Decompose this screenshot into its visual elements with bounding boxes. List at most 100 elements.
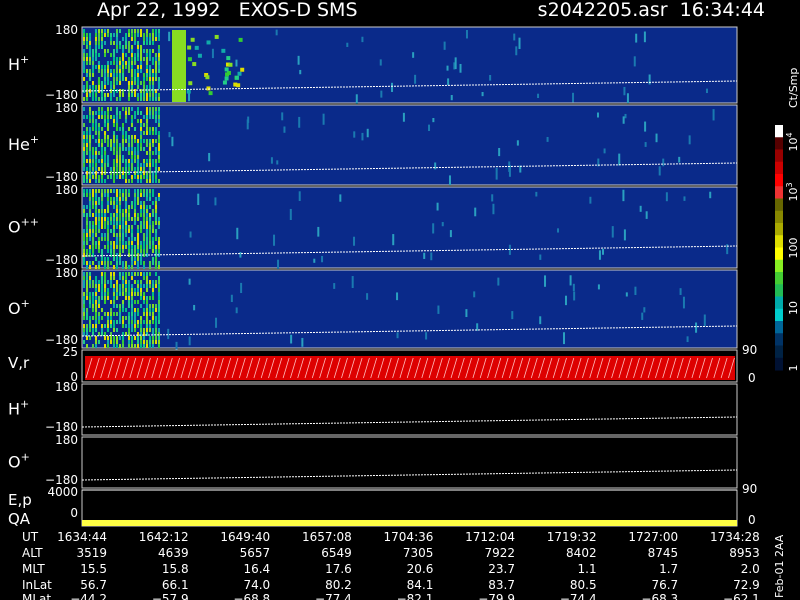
spectrogram-cell bbox=[86, 332, 88, 336]
spectrogram-cell bbox=[125, 209, 127, 213]
qa-bar bbox=[82, 520, 737, 526]
spectrogram-cell bbox=[146, 49, 148, 53]
spectrogram-cell bbox=[137, 225, 139, 229]
spectrogram-cell bbox=[116, 77, 118, 81]
spectrogram-cell bbox=[116, 328, 118, 332]
spectrogram-cell bbox=[116, 221, 118, 225]
spectrogram-cell bbox=[140, 213, 142, 217]
y-tick-label: 180 bbox=[55, 183, 78, 197]
spectrogram-cell bbox=[83, 65, 85, 69]
spectrogram-cell bbox=[146, 89, 148, 93]
spectrogram-cell bbox=[134, 115, 136, 119]
spectrogram-cell bbox=[537, 93, 540, 99]
spectrogram-cell bbox=[158, 221, 160, 225]
spectrogram-cell bbox=[104, 189, 106, 193]
spectrogram-cell bbox=[122, 320, 124, 324]
spectrogram-cell bbox=[107, 143, 109, 147]
spectrogram-cell bbox=[155, 61, 157, 65]
spectrogram-cell bbox=[113, 85, 115, 89]
spectrogram-cell bbox=[152, 316, 154, 320]
spectrogram-cell bbox=[92, 292, 94, 296]
spectrogram-cell bbox=[149, 53, 151, 57]
spectrogram-cell bbox=[572, 283, 575, 292]
spectrogram-cell bbox=[101, 280, 103, 284]
spectrogram-cell bbox=[98, 139, 100, 143]
spectrogram-cell bbox=[140, 257, 142, 261]
spectrogram-cell bbox=[92, 135, 94, 139]
spectrogram-cell bbox=[492, 203, 495, 215]
spectrogram-cell bbox=[101, 217, 103, 221]
spectrogram-cell bbox=[122, 167, 124, 171]
spectrogram-cell bbox=[104, 123, 106, 127]
spectrogram-cell bbox=[131, 73, 133, 77]
spectrogram-cell bbox=[152, 229, 154, 233]
spectrogram-cell bbox=[125, 241, 127, 245]
spectrogram-cell bbox=[146, 179, 148, 183]
spectrogram-cell bbox=[116, 245, 118, 249]
spectrogram-cell bbox=[146, 288, 148, 292]
spectrogram-cell bbox=[131, 272, 133, 276]
spectrogram-cell bbox=[83, 37, 85, 41]
spectrogram-cell bbox=[519, 165, 522, 173]
table-cell: 80.2 bbox=[325, 578, 352, 592]
spectrogram-cell bbox=[491, 194, 494, 202]
spectrogram-cell bbox=[143, 245, 145, 249]
table-cell: 2.0 bbox=[741, 562, 760, 576]
spectrogram-cell bbox=[140, 123, 142, 127]
spectrogram-cell bbox=[101, 328, 103, 332]
spectrogram-cell bbox=[92, 115, 94, 119]
spectrogram-cell bbox=[134, 193, 136, 197]
spectrogram-cell bbox=[131, 119, 133, 123]
spectrogram-cell bbox=[116, 197, 118, 201]
spectrogram-cell bbox=[101, 115, 103, 119]
spectrogram-cell bbox=[116, 304, 118, 308]
spectrogram-cell bbox=[119, 93, 121, 97]
table-cell: 1734:28 bbox=[710, 530, 760, 544]
spectrogram-cell bbox=[158, 179, 160, 183]
spectrogram-cell bbox=[113, 73, 115, 77]
vr-trace bbox=[238, 357, 246, 379]
spectrogram-cell bbox=[101, 69, 103, 73]
spectrogram-cell bbox=[131, 292, 133, 296]
spectrogram-cell bbox=[83, 143, 85, 147]
spectrogram-cell bbox=[98, 123, 100, 127]
spectrogram-cell bbox=[143, 213, 145, 217]
spectrogram-cell bbox=[197, 193, 200, 206]
spectrogram-cell bbox=[101, 151, 103, 155]
spectrogram-cell bbox=[119, 81, 121, 85]
spectrogram-cell bbox=[110, 280, 112, 284]
spectrogram-cell bbox=[110, 320, 112, 324]
spectrogram-cell bbox=[95, 225, 97, 229]
spectrogram-cell bbox=[128, 284, 130, 288]
spectrogram-cell bbox=[95, 111, 97, 115]
spectrogram-cell bbox=[301, 337, 304, 347]
spectrogram-cell bbox=[86, 115, 88, 119]
spectrogram-cell bbox=[131, 276, 133, 280]
spectrogram-cell bbox=[113, 61, 115, 65]
spectrogram-cell bbox=[119, 61, 121, 65]
spectrogram-cell bbox=[158, 155, 160, 159]
spectrogram-cell bbox=[122, 53, 124, 57]
spectrogram-cell bbox=[361, 132, 364, 141]
table-cell: 66.1 bbox=[162, 578, 189, 592]
spectrogram-cell bbox=[98, 111, 100, 115]
spectrogram-cell bbox=[110, 336, 112, 340]
spectrogram-cell bbox=[128, 225, 130, 229]
spectrogram-cell bbox=[204, 72, 209, 77]
spectrogram-cell bbox=[86, 229, 88, 233]
spectrogram-cell bbox=[122, 249, 124, 253]
spectrogram-cell bbox=[83, 155, 85, 159]
spectrogram-cell bbox=[122, 193, 124, 197]
spectrogram-cell bbox=[128, 93, 130, 97]
spectrogram-cell bbox=[152, 344, 154, 348]
spectrogram-cell bbox=[140, 61, 142, 65]
spectrogram-cell bbox=[101, 155, 103, 159]
panel-label-sup: + bbox=[20, 53, 29, 66]
spectrogram-cell bbox=[101, 65, 103, 69]
spectrogram-cell bbox=[86, 276, 88, 280]
spectrogram-cell bbox=[622, 189, 625, 202]
table-cell: 17.6 bbox=[325, 562, 352, 576]
spectrogram-cell bbox=[152, 151, 154, 155]
spectrogram-cell bbox=[98, 209, 100, 213]
spectrogram-cell bbox=[146, 209, 148, 213]
